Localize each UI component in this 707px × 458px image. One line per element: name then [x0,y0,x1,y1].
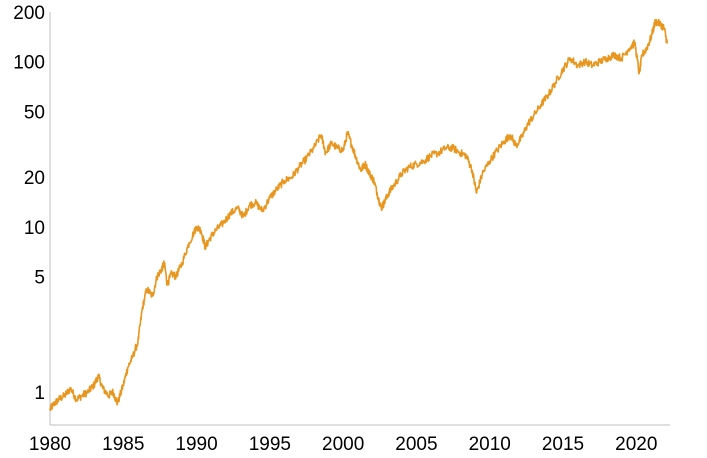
y-tick-label: 50 [24,102,45,123]
y-tick-label: 20 [24,168,45,189]
y-tick-label: 5 [34,267,45,288]
series-line [49,18,668,412]
x-tick-label: 2005 [395,434,437,455]
x-tick-label: 2000 [322,434,364,455]
x-tick-label: 2015 [542,434,584,455]
x-tick-label: 1980 [29,434,71,455]
y-tick-label: 10 [24,218,45,239]
x-tick-label: 1985 [102,434,144,455]
x-tick-label: 2010 [469,434,511,455]
x-tick-label: 2020 [615,434,657,455]
y-tick-label: 1 [34,383,45,404]
x-axis-ticks: 1980 1985 1990 1995 2000 2005 2010 2015 2020 [29,434,658,455]
x-tick-label: 1995 [249,434,291,455]
y-tick-label: 100 [13,53,45,74]
series-layer [49,18,668,412]
y-axis-ticks: 1 5 10 20 50 100 200 [13,3,45,404]
y-tick-label: 200 [13,3,45,24]
x-tick-label: 1990 [175,434,217,455]
